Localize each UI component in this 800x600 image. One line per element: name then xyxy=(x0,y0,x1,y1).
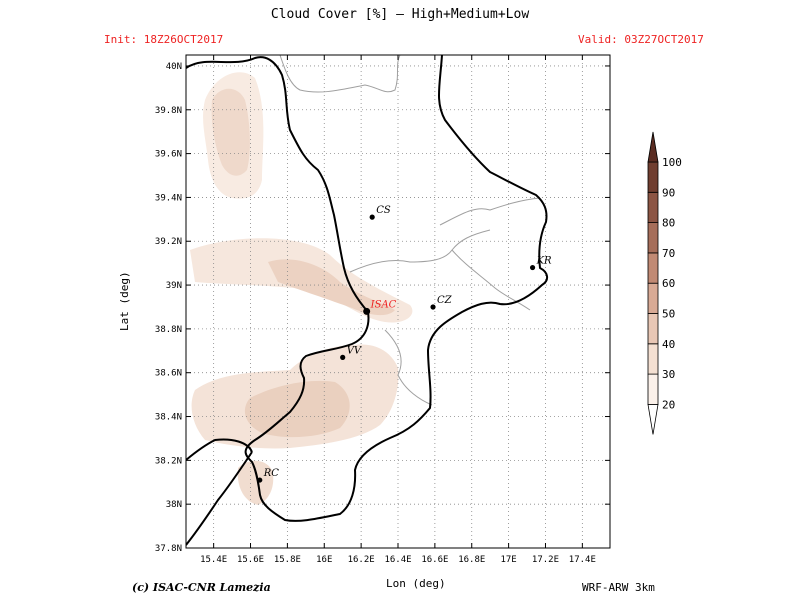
cloud-area-north-core xyxy=(211,88,250,176)
colorbar-upper-arrow xyxy=(647,131,659,163)
city-dot xyxy=(369,214,375,220)
lon-tick-label: 16.4E xyxy=(384,555,411,565)
lon-tick-label: 16.2E xyxy=(348,555,375,565)
city-label: CZ xyxy=(437,295,453,306)
colorbar-box xyxy=(647,252,659,284)
colorbar-box xyxy=(647,161,659,193)
colorbar-label: 30 xyxy=(662,368,675,381)
lat-tick-label: 39.6N xyxy=(155,150,182,160)
lon-tick-label: 17.2E xyxy=(532,555,559,565)
lat-tick-label: 39N xyxy=(166,281,182,291)
colorbar-label: 90 xyxy=(662,186,675,199)
cloud-cover-layer xyxy=(190,72,413,505)
lon-tick-label: 15.8E xyxy=(274,555,301,565)
lat-tick-label: 39.4N xyxy=(155,193,182,203)
lon-tick-label: 15.6E xyxy=(237,555,264,565)
lon-tick-label: 17.4E xyxy=(569,555,596,565)
map-title: Cloud Cover [%] — High+Medium+Low xyxy=(270,7,530,22)
init-time: Init: 18Z26OCT2017 xyxy=(104,33,224,46)
colorbar-box xyxy=(647,191,659,224)
colorbar-label: 70 xyxy=(662,247,675,260)
colorbar-label: 60 xyxy=(662,277,675,290)
lat-tick-label: 38.4N xyxy=(155,413,182,423)
colorbar-label: 80 xyxy=(662,217,675,230)
city-label: RC xyxy=(263,468,280,479)
colorbar-box xyxy=(647,222,659,254)
colorbar-box xyxy=(647,313,659,345)
lat-tick-label: 38.2N xyxy=(155,456,182,466)
lat-tick-label: 39.8N xyxy=(155,106,182,116)
y-axis-label: Lat (deg) xyxy=(118,271,131,331)
cloud-area-south-core xyxy=(244,380,350,438)
x-axis-label: Lon (deg) xyxy=(386,577,446,590)
city-dot xyxy=(430,304,436,310)
colorbar-box xyxy=(647,343,659,375)
lat-tick-labels: 37.8N 38N 38.2N 38.4N 38.6N 38.8N 39N 39.2N 39.4… xyxy=(155,62,182,554)
city-label: ISAC xyxy=(370,299,397,310)
lat-tick-label: 38N xyxy=(166,500,182,510)
city-label: CS xyxy=(376,205,391,216)
lat-tick-label: 38.6N xyxy=(155,369,182,379)
lon-tick-label: 16.6E xyxy=(421,555,448,565)
city-dot xyxy=(257,477,263,483)
valid-time: Valid: 03Z27OCT2017 xyxy=(578,33,704,46)
colorbar-label: 100 xyxy=(662,156,682,169)
lat-tick-label: 38.8N xyxy=(155,325,182,335)
cloud-area-strait xyxy=(237,460,274,505)
lon-tick-label: 17E xyxy=(500,555,516,565)
city-dot xyxy=(529,264,536,271)
lon-tick-label: 16E xyxy=(316,555,332,565)
lon-tick-label: 16.8E xyxy=(458,555,485,565)
colorbar-lower-arrow xyxy=(647,403,659,435)
lon-tick-label: 15.4E xyxy=(200,555,227,565)
city-dot xyxy=(340,354,346,360)
region-borders xyxy=(279,55,541,406)
coastline xyxy=(186,55,548,546)
colorbar-box xyxy=(647,373,659,405)
lat-tick-label: 37.8N xyxy=(155,544,182,554)
lon-tick-labels: 15.4E 15.6E 15.8E 16E 16.2E 16.4E 16.6E 16.8E 17… xyxy=(200,555,596,565)
city-dot xyxy=(363,307,371,315)
cloud-area-central-core xyxy=(268,259,395,316)
city-markers: CS KR ISAC CZ VV RC xyxy=(257,205,552,483)
copyright-text: (c) ISAC-CNR Lamezia xyxy=(132,581,271,594)
model-name: WRF-ARW 3km xyxy=(582,581,655,594)
city-label: VV xyxy=(347,345,363,356)
lat-tick-label: 40N xyxy=(166,62,182,72)
grid-lines xyxy=(186,55,610,548)
city-label: KR xyxy=(536,256,552,267)
colorbar-label: 20 xyxy=(662,398,675,411)
colorbar-label: 50 xyxy=(662,308,675,321)
colorbar-label: 40 xyxy=(662,338,675,351)
colorbar-box xyxy=(647,282,659,314)
axis-ticks xyxy=(186,55,610,549)
colorbar: 20 30 40 50 60 70 80 90 100 xyxy=(647,131,682,435)
lat-tick-label: 39.2N xyxy=(155,237,182,247)
